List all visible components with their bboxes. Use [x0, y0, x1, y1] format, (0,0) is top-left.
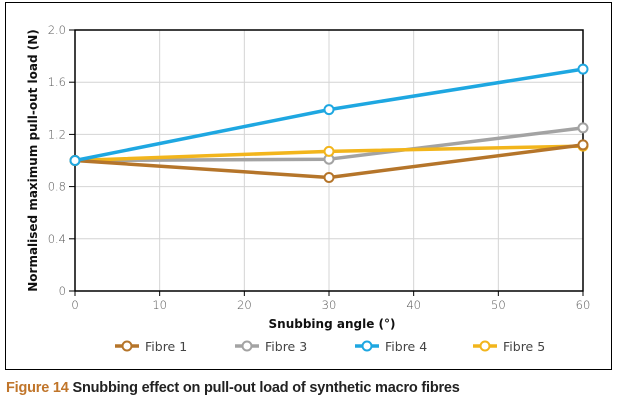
legend-swatch-marker: [121, 340, 133, 352]
series-fibre-4: [69, 63, 589, 166]
figure-caption: Figure 14 Snubbing effect on pull-out lo…: [6, 380, 460, 396]
series-lines: [69, 63, 589, 183]
y-tick-label: 0: [59, 284, 66, 298]
legend-item: Fibre 3: [235, 339, 307, 354]
y-tick-label: 1.2: [48, 127, 66, 141]
legend-label: Fibre 1: [145, 339, 187, 354]
data-point: [323, 171, 335, 183]
y-tick-label: 0.4: [48, 232, 66, 246]
legend: Fibre 1 Fibre 3 Fibre 4 Fibre 5: [115, 339, 545, 354]
data-point: [577, 139, 589, 151]
y-axis-title: Normalised maximum pull-out load (N): [26, 29, 40, 292]
y-tick-label: 0.8: [48, 180, 66, 194]
x-tick-label: 40: [406, 298, 421, 312]
x-tick-label: 10: [152, 298, 167, 312]
data-point: [577, 63, 589, 75]
x-tick-label: 60: [576, 298, 591, 312]
legend-label: Fibre 4: [385, 339, 427, 354]
y-tick-label: 2.0: [48, 23, 66, 37]
legend-item: Fibre 4: [355, 339, 427, 354]
legend-item: Fibre 5: [473, 339, 545, 354]
line-chart: 0 10 20 30 40 50 60 0 0.4 0.8 1.2 1.6 2.0 Snubbing a…: [26, 23, 591, 354]
x-tick-label: 0: [71, 298, 78, 312]
caption-text: Snubbing effect on pull-out load of synt…: [68, 380, 460, 396]
data-point: [577, 122, 589, 134]
data-point: [69, 155, 81, 166]
chart-frame: [5, 2, 612, 370]
legend-swatch-marker: [479, 340, 491, 352]
x-axis-title: Snubbing angle (°): [269, 317, 396, 331]
axis-ticks: 0 10 20 30 40 50 60 0 0.4 0.8 1.2 1.6 2.0: [48, 23, 591, 312]
legend-swatch-marker: [241, 340, 253, 352]
x-tick-label: 50: [491, 298, 506, 312]
data-point: [323, 145, 335, 157]
legend-label: Fibre 3: [265, 339, 307, 354]
legend-label: Fibre 5: [503, 339, 545, 354]
x-tick-label: 20: [237, 298, 252, 312]
legend-swatch-marker: [361, 340, 373, 352]
figure-number: Figure 14: [6, 380, 69, 396]
x-tick-label: 30: [322, 298, 337, 312]
legend-item: Fibre 1: [115, 339, 187, 354]
y-tick-label: 1.6: [48, 75, 66, 89]
data-point: [323, 104, 335, 116]
